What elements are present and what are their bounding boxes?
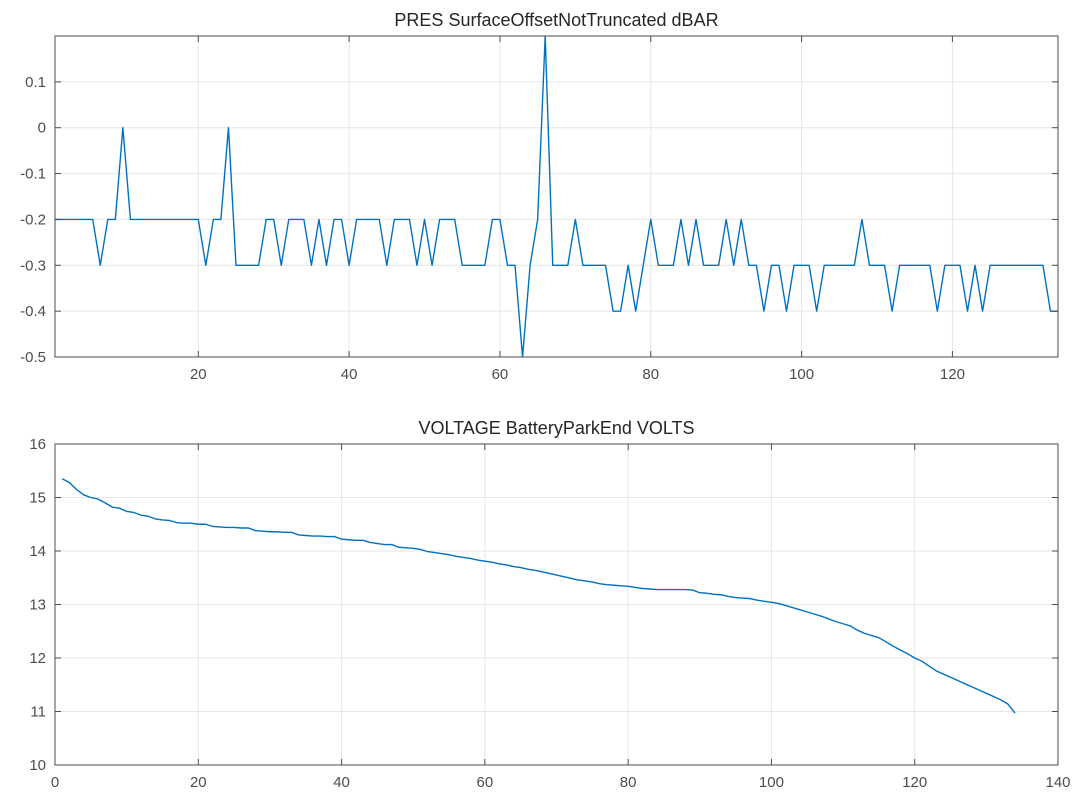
chart-2: 0 20 40 60 80 100 120 140 10 11 12 13 14 15 16 VOLTAGE … <box>29 418 1070 791</box>
y-tick-label: 14 <box>29 543 46 560</box>
x-tick-label: 40 <box>341 366 358 383</box>
x-tick-label: 100 <box>789 366 814 383</box>
y-tick-label: 15 <box>29 490 46 507</box>
x-tick-label: 120 <box>902 774 927 791</box>
y-tick-label: -0.2 <box>20 211 46 228</box>
x-tick-label: 120 <box>940 366 965 383</box>
x-tick-label: 100 <box>759 774 784 791</box>
x-tick-label: 40 <box>333 774 350 791</box>
x-tick-label: 60 <box>492 366 509 383</box>
y-tick-label: -0.1 <box>20 166 46 183</box>
chart-1: 20 40 60 80 100 120 -0.5 -0.4 -0.3 -0.2 -0.1 0 0.1 PR… <box>20 10 1059 383</box>
x-tick-label: 80 <box>620 774 637 791</box>
y-tick-label: 10 <box>29 757 46 774</box>
x-tick-label: 60 <box>477 774 494 791</box>
x-tick-label: 20 <box>190 774 207 791</box>
x-tick-label: 20 <box>190 366 207 383</box>
y-tick-label: -0.4 <box>20 303 46 320</box>
series-line-1 <box>55 36 1058 357</box>
x-tick-label: 80 <box>642 366 659 383</box>
y-tick-label: -0.3 <box>20 257 46 274</box>
plot-area <box>55 36 1058 357</box>
y-tick-label: 11 <box>30 704 46 721</box>
y-tick-label: 16 <box>29 436 46 453</box>
x-tick-label: 140 <box>1045 774 1070 791</box>
chart-title: PRES SurfaceOffsetNotTruncated dBAR <box>394 10 718 30</box>
y-tick-label: 0.1 <box>25 74 46 91</box>
x-tick-label: 0 <box>51 774 59 791</box>
y-tick-label: 0 <box>38 120 46 137</box>
chart-title: VOLTAGE BatteryParkEnd VOLTS <box>418 418 694 438</box>
y-tick-label: 12 <box>29 650 46 667</box>
y-tick-label: 13 <box>29 597 46 614</box>
axes-box <box>54 35 1059 358</box>
y-tick-label: -0.5 <box>20 349 46 366</box>
series-line-1 <box>61 478 1016 714</box>
